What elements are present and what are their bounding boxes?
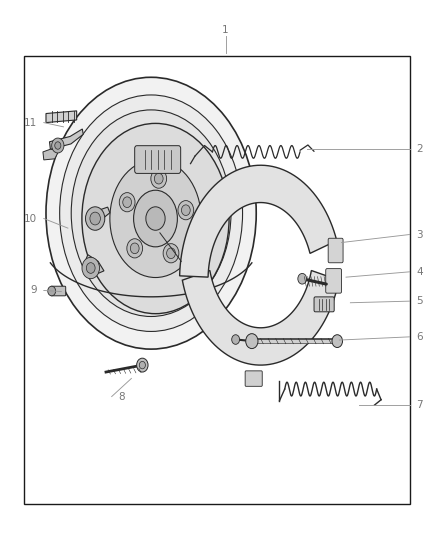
Circle shape	[131, 243, 139, 254]
Circle shape	[181, 205, 190, 215]
Circle shape	[82, 257, 99, 279]
Ellipse shape	[71, 110, 231, 317]
Text: 5: 5	[416, 296, 423, 306]
Circle shape	[90, 212, 100, 225]
Circle shape	[55, 142, 61, 149]
Text: 1: 1	[222, 25, 229, 35]
Circle shape	[163, 244, 179, 263]
Ellipse shape	[134, 190, 177, 247]
Text: 6: 6	[416, 332, 423, 342]
Ellipse shape	[82, 124, 229, 313]
Text: 7: 7	[416, 400, 423, 410]
Circle shape	[332, 335, 343, 348]
FancyBboxPatch shape	[326, 269, 342, 293]
Circle shape	[48, 286, 56, 296]
FancyBboxPatch shape	[51, 286, 66, 296]
Text: 9: 9	[31, 286, 37, 295]
Circle shape	[232, 335, 240, 344]
Circle shape	[123, 197, 131, 207]
Ellipse shape	[46, 77, 256, 349]
FancyBboxPatch shape	[328, 238, 343, 263]
Circle shape	[166, 248, 175, 259]
Text: 4: 4	[416, 267, 423, 277]
Circle shape	[137, 358, 148, 372]
Ellipse shape	[110, 159, 201, 278]
Polygon shape	[83, 255, 104, 276]
Ellipse shape	[60, 95, 243, 332]
Text: 11: 11	[24, 118, 37, 127]
Circle shape	[139, 361, 145, 369]
Polygon shape	[43, 149, 59, 160]
Circle shape	[119, 192, 135, 212]
Circle shape	[52, 138, 64, 153]
Bar	[24, 56, 410, 504]
Circle shape	[151, 169, 166, 188]
Circle shape	[127, 239, 143, 258]
Polygon shape	[93, 207, 110, 230]
Polygon shape	[46, 111, 77, 123]
Circle shape	[146, 207, 165, 230]
Circle shape	[85, 207, 105, 230]
Text: 8: 8	[118, 392, 125, 401]
Circle shape	[86, 263, 95, 273]
Circle shape	[154, 173, 163, 184]
Text: 2: 2	[416, 144, 423, 154]
Text: 3: 3	[416, 230, 423, 239]
Circle shape	[298, 273, 307, 284]
FancyBboxPatch shape	[135, 146, 180, 173]
FancyBboxPatch shape	[245, 371, 262, 386]
FancyBboxPatch shape	[314, 297, 334, 312]
Polygon shape	[49, 129, 83, 149]
Circle shape	[246, 334, 258, 349]
Polygon shape	[182, 271, 339, 365]
Polygon shape	[180, 165, 337, 277]
Text: 10: 10	[24, 214, 37, 223]
Circle shape	[178, 200, 194, 220]
